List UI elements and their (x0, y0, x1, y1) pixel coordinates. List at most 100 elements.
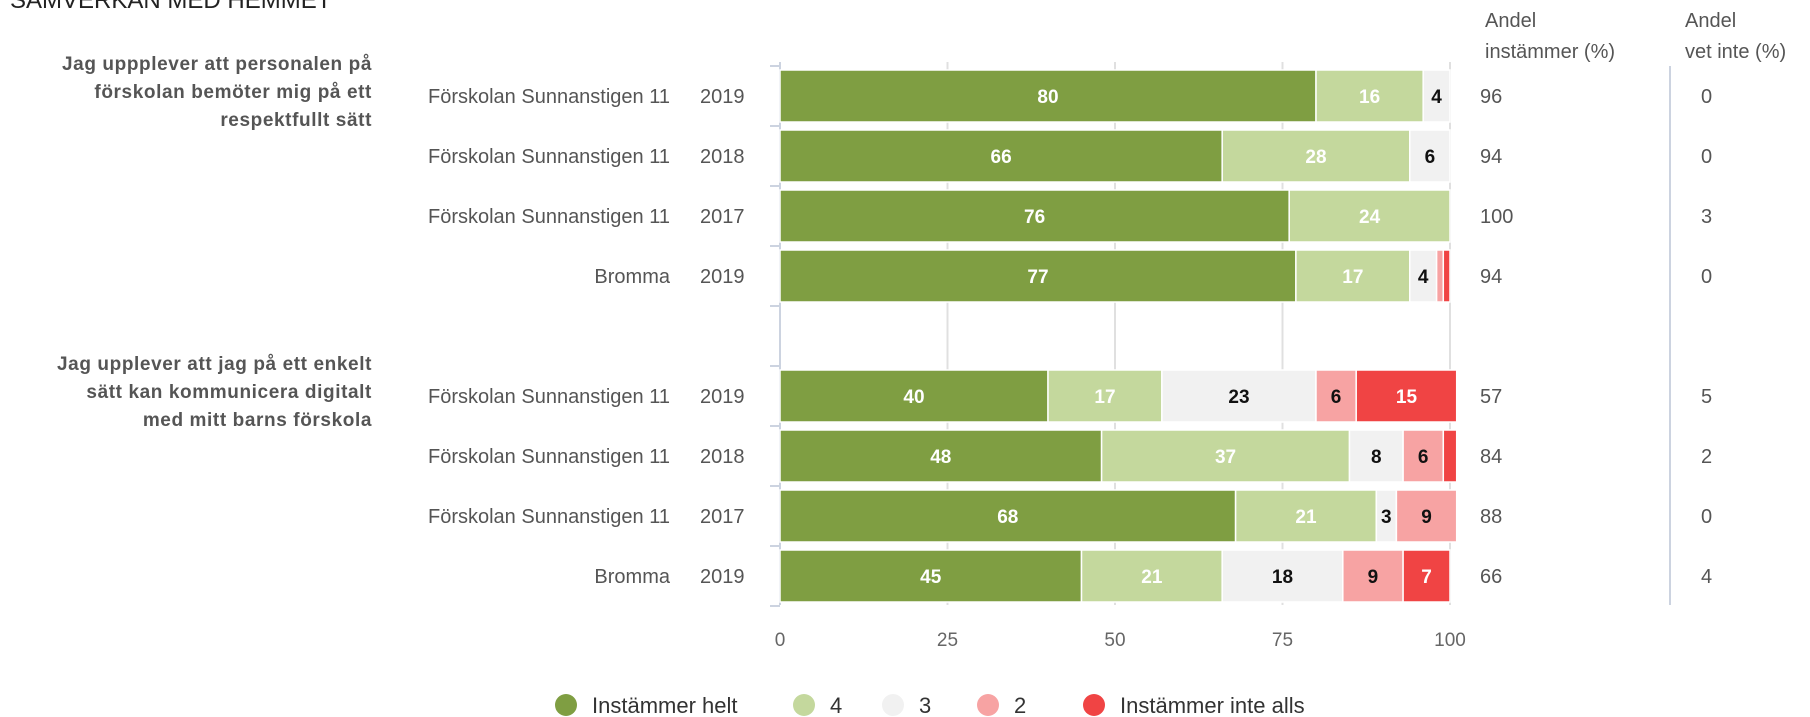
bar-value-label-0-1-1: 28 (1305, 147, 1326, 168)
question-label-1-line-0: Jag upplever att jag på ett enkelt (57, 354, 372, 375)
dont-know-value-1-0: 5 (1701, 386, 1712, 408)
bar-value-label-0-3-0: 77 (1027, 267, 1048, 288)
row-year-1-2: 2017 (700, 506, 745, 528)
row-year-1-1: 2018 (700, 446, 745, 468)
row-label-1-1: Förskolan Sunnanstigen 11 (428, 446, 670, 468)
x-tick-label-0: 0 (775, 630, 786, 651)
agree-value-0-0: 96 (1480, 86, 1502, 108)
row-year-0-0: 2019 (700, 86, 745, 108)
bar-segment-0-3-4 (1442, 249, 1451, 303)
row-year-0-1: 2018 (700, 146, 745, 168)
x-tick-label-2: 50 (1104, 630, 1125, 651)
legend-marker-0 (555, 694, 577, 716)
bar-segment-1-0-4 (1355, 369, 1458, 423)
bar-segment-0-1-1 (1221, 129, 1411, 183)
bar-value-label-0-1-2: 6 (1425, 147, 1436, 168)
agree-value-1-0: 57 (1480, 386, 1502, 408)
bar-value-label-0-3-2: 4 (1418, 267, 1429, 288)
dont-know-column-header-line-1: vet inte (%) (1685, 41, 1786, 63)
row-label-0-1: Förskolan Sunnanstigen 11 (428, 146, 670, 168)
agree-value-0-1: 94 (1480, 146, 1502, 168)
legend-label-0: Instämmer helt (592, 693, 738, 717)
bar-segment-0-0-1 (1315, 69, 1424, 123)
bar-value-label-1-2-0: 68 (997, 507, 1018, 528)
row-year-0-2: 2017 (700, 206, 745, 228)
bar-value-label-1-0-2: 23 (1228, 387, 1249, 408)
question-label-0-line-0: Jag uppplever att personalen på (62, 54, 372, 75)
bar-segment-1-1-3 (1402, 429, 1445, 483)
legend-marker-1 (793, 694, 815, 716)
bar-value-label-0-1-0: 66 (991, 147, 1012, 168)
bar-value-label-1-3-1: 21 (1141, 567, 1163, 588)
agree-value-1-2: 88 (1480, 506, 1502, 528)
agree-value-1-1: 84 (1480, 446, 1502, 468)
x-tick-label-3: 75 (1272, 630, 1293, 651)
bar-segment-1-3-3 (1342, 549, 1404, 603)
bar-value-label-1-1-0: 48 (930, 447, 951, 468)
bar-segment-1-3-1 (1080, 549, 1223, 603)
row-label-0-3: Bromma (594, 266, 670, 288)
bar-value-label-0-2-0: 76 (1024, 207, 1045, 228)
row-year-1-3: 2019 (700, 566, 745, 588)
bar-value-label-1-2-1: 21 (1295, 507, 1317, 528)
bar-segment-1-0-1 (1047, 369, 1163, 423)
bar-segment-0-3-3 (1435, 249, 1445, 303)
bar-segment-0-2-1 (1288, 189, 1451, 243)
bar-value-label-0-0-1: 16 (1359, 87, 1380, 108)
agree-column-header-line-0: Andel (1485, 10, 1536, 32)
bar-segment-0-1-2 (1409, 129, 1451, 183)
row-label-0-2: Förskolan Sunnanstigen 11 (428, 206, 670, 228)
dont-know-column-header-line-0: Andel (1685, 10, 1736, 32)
bar-value-label-1-0-1: 17 (1094, 387, 1115, 408)
bar-segment-0-3-2 (1409, 249, 1438, 303)
row-label-0-0: Förskolan Sunnanstigen 11 (428, 86, 670, 108)
question-label-0-line-2: respektfullt sätt (220, 110, 372, 131)
bar-value-label-1-3-2: 18 (1272, 567, 1293, 588)
legend-marker-4 (1083, 694, 1105, 716)
bar-value-label-1-3-4: 7 (1421, 567, 1432, 588)
agree-value-1-3: 66 (1480, 566, 1502, 588)
bar-segment-1-3-0 (779, 549, 1083, 603)
bar-segment-1-1-2 (1348, 429, 1404, 483)
bar-value-label-0-3-1: 17 (1342, 267, 1363, 288)
question-label-1-line-2: med mitt barns förskola (143, 410, 372, 431)
dont-know-value-1-2: 0 (1701, 506, 1712, 528)
agree-value-0-3: 94 (1480, 266, 1502, 288)
bar-segment-0-0-2 (1422, 69, 1451, 123)
agree-value-0-2: 100 (1480, 206, 1513, 228)
row-label-1-3: Bromma (594, 566, 670, 588)
question-label-1-line-1: sätt kan kommunicera digitalt (86, 382, 372, 403)
x-tick-label-4: 100 (1434, 630, 1466, 651)
bar-segment-0-0-0 (779, 69, 1317, 123)
question-label-0-line-1: förskolan bemöter mig på ett (94, 82, 372, 103)
bar-segment-1-3-4 (1402, 549, 1451, 603)
legend-label-4: Instämmer inte alls (1120, 693, 1305, 717)
dont-know-value-0-3: 0 (1701, 266, 1712, 288)
bar-value-label-1-0-4: 15 (1396, 387, 1418, 408)
dont-know-value-0-2: 3 (1701, 206, 1712, 228)
bar-value-label-1-0-0: 40 (903, 387, 924, 408)
bar-segment-1-0-2 (1161, 369, 1317, 423)
bar-segment-0-3-0 (779, 249, 1297, 303)
bar-segment-0-2-0 (779, 189, 1290, 243)
legend-marker-2 (882, 694, 904, 716)
bar-value-label-1-0-3: 6 (1331, 387, 1342, 408)
bar-segment-1-3-2 (1221, 549, 1344, 603)
legend-marker-3 (977, 694, 999, 716)
bar-segment-1-2-0 (779, 489, 1237, 543)
row-label-1-2: Förskolan Sunnanstigen 11 (428, 506, 670, 528)
dont-know-value-1-3: 4 (1701, 566, 1712, 588)
bar-segment-1-0-3 (1315, 369, 1357, 423)
row-year-0-3: 2019 (700, 266, 745, 288)
legend-label-3: 2 (1014, 693, 1026, 717)
row-label-1-0: Förskolan Sunnanstigen 11 (428, 386, 670, 408)
bar-segment-0-3-1 (1295, 249, 1411, 303)
bar-value-label-1-1-3: 6 (1418, 447, 1429, 468)
bar-value-label-1-3-3: 9 (1368, 567, 1379, 588)
bar-value-label-0-0-0: 80 (1037, 87, 1058, 108)
bar-value-label-0-0-2: 4 (1431, 87, 1442, 108)
dont-know-value-1-1: 2 (1701, 446, 1712, 468)
bar-value-label-0-2-1: 24 (1359, 207, 1381, 228)
dont-know-value-0-0: 0 (1701, 86, 1712, 108)
